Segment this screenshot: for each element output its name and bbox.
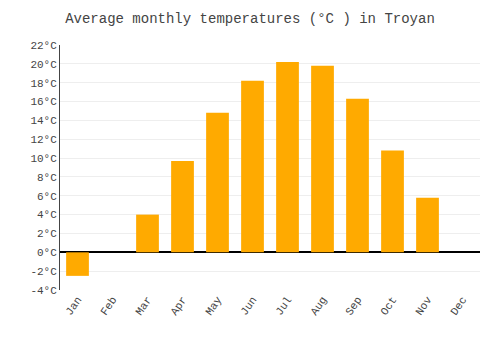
svg-text:18°C: 18°C — [30, 78, 57, 90]
svg-text:Jan: Jan — [63, 294, 84, 317]
svg-text:Oct: Oct — [378, 294, 399, 317]
svg-text:2°C: 2°C — [37, 228, 57, 240]
svg-text:Apr: Apr — [168, 294, 189, 317]
svg-text:-4°C: -4°C — [30, 285, 57, 297]
svg-text:4°C: 4°C — [37, 209, 57, 221]
svg-text:Dec: Dec — [448, 294, 469, 317]
svg-text:Jun: Jun — [238, 294, 259, 317]
svg-text:Aug: Aug — [308, 294, 329, 317]
svg-text:14°C: 14°C — [30, 115, 57, 127]
svg-text:Sep: Sep — [343, 294, 364, 317]
svg-text:Mar: Mar — [133, 294, 154, 317]
svg-text:16°C: 16°C — [30, 96, 57, 108]
svg-text:Feb: Feb — [98, 294, 119, 317]
svg-text:Nov: Nov — [413, 294, 434, 317]
svg-text:-2°C: -2°C — [30, 266, 57, 278]
svg-text:0°C: 0°C — [37, 247, 57, 259]
svg-text:22°C: 22°C — [30, 40, 57, 52]
svg-text:12°C: 12°C — [30, 134, 57, 146]
svg-text:8°C: 8°C — [37, 172, 57, 184]
svg-text:10°C: 10°C — [30, 153, 57, 165]
svg-text:May: May — [203, 294, 224, 317]
svg-text:Jul: Jul — [273, 294, 294, 317]
svg-text:20°C: 20°C — [30, 59, 57, 71]
svg-text:Average monthly temperatures (: Average monthly temperatures (°C ) in Tr… — [65, 11, 435, 27]
svg-text:6°C: 6°C — [37, 191, 57, 203]
